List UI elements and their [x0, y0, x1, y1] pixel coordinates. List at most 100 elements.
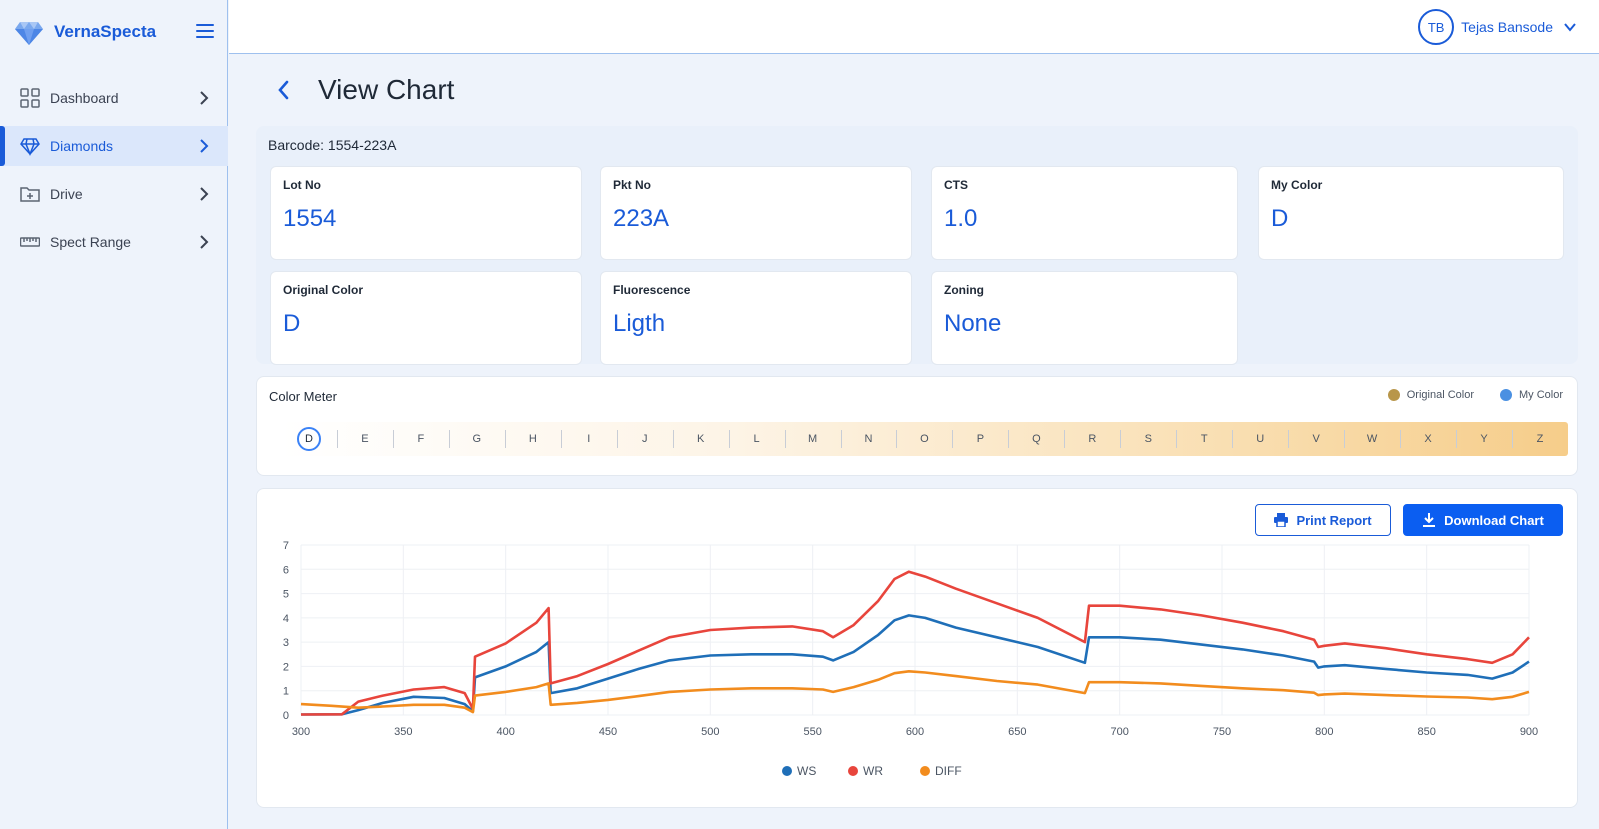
diamond-icon: [20, 136, 40, 156]
print-report-label: Print Report: [1296, 512, 1372, 528]
fluorescence-card: Fluorescence Ligth: [600, 271, 912, 365]
x-tick-label: 700: [1110, 726, 1128, 738]
card-value: 223A: [613, 205, 670, 232]
x-tick-label: 850: [1417, 726, 1435, 738]
card-label: My Color: [1271, 178, 1323, 192]
original-color-card: Original Color D: [270, 271, 582, 365]
x-tick-label: 400: [496, 726, 514, 738]
cts-card: CTS 1.0: [931, 166, 1238, 260]
grade-o: O: [896, 422, 952, 456]
sidebar-item-label: Diamonds: [50, 138, 114, 154]
grade-label: Q: [1032, 433, 1041, 445]
grade-d: D: [281, 422, 337, 456]
x-tick-label: 350: [394, 726, 412, 738]
card-value: Ligth: [613, 310, 666, 337]
card-value: 1554: [283, 205, 337, 232]
grade-label: V: [1312, 433, 1320, 445]
zoning-card: Zoning None: [931, 271, 1238, 365]
back-arrow-icon[interactable]: [272, 78, 296, 102]
x-tick-label: 900: [1520, 726, 1538, 738]
page-title: View Chart: [318, 74, 455, 105]
grade-label: X: [1424, 433, 1432, 445]
legend-dot: [1387, 389, 1400, 401]
sidebar-item-label: Spect Range: [50, 234, 131, 250]
grade-label: I: [587, 433, 591, 445]
chevron-down-icon: [1564, 23, 1576, 32]
ruler-icon: [20, 232, 40, 252]
color-meter: Color Meter Original Color My Color D E F G…: [256, 376, 1578, 476]
legend-label: My Color: [1518, 389, 1563, 401]
color-meter-title: Color Meter: [269, 389, 337, 404]
top-bar: TB Tejas Bansode: [229, 0, 1599, 54]
my-color-card: My Color D: [1258, 166, 1564, 260]
x-tick-label: 750: [1213, 726, 1231, 738]
chart-panel: Print Report Download Chart 0 1 2 3 4 5 6 7 300 3…: [256, 488, 1578, 808]
user-menu[interactable]: TB Tejas Bansode: [1418, 9, 1577, 45]
print-report-button[interactable]: Print Report: [1255, 504, 1391, 536]
grade-l: L: [728, 422, 785, 456]
brand-name: VernaSpecta: [54, 22, 157, 41]
chevron-right-icon: [200, 139, 209, 153]
card-value: D: [283, 310, 301, 337]
chevron-right-icon: [200, 235, 209, 249]
sidebar-item-drive[interactable]: Drive: [0, 174, 228, 214]
card-value: D: [1271, 205, 1289, 232]
folder-plus-icon: [20, 184, 40, 204]
grade-m: M: [784, 422, 841, 456]
y-tick-label: 3: [283, 637, 289, 649]
avatar: TB: [1418, 9, 1455, 45]
sidebar-item-diamonds[interactable]: Diamonds: [0, 126, 228, 166]
legend-label-wr: WR: [863, 764, 883, 778]
user-name: Tejas Bansode: [1461, 19, 1553, 35]
chevron-right-icon: [200, 91, 209, 105]
grade-v: V: [1288, 422, 1344, 456]
grade-r: R: [1064, 422, 1120, 456]
card-label: Lot No: [283, 178, 321, 192]
sidebar-item-spect-range[interactable]: Spect Range: [0, 222, 228, 262]
grade-label: L: [753, 433, 760, 445]
grade-label: W: [1366, 433, 1378, 445]
series-line-wr: [300, 570, 1530, 716]
legend-dot: [1499, 389, 1512, 401]
series-line-diff: [300, 670, 1530, 714]
x-tick-label: 300: [292, 726, 310, 738]
download-chart-button[interactable]: Download Chart: [1403, 504, 1563, 536]
grade-j: J: [616, 422, 673, 456]
grade-e: E: [336, 422, 393, 456]
x-tick-label: 800: [1315, 726, 1333, 738]
grade-label: O: [920, 433, 929, 445]
grade-t: T: [1176, 422, 1232, 456]
grade-h: H: [504, 422, 561, 456]
download-chart-label: Download Chart: [1444, 512, 1544, 528]
y-tick-label: 5: [283, 589, 289, 601]
lot-no-card: Lot No 1554: [270, 166, 582, 260]
grade-y: Y: [1456, 422, 1512, 456]
legend-label-ws: WS: [797, 764, 816, 778]
diamond-logo-icon: [15, 22, 43, 45]
grade-label: U: [1256, 433, 1265, 445]
spectrum-line-chart: 0 1 2 3 4 5 6 7 300 350 400 450 500 550 600 650 700 750 80…: [283, 540, 1538, 778]
grade-label: F: [417, 433, 425, 445]
grade-label: H: [528, 433, 537, 445]
y-tick-label: 7: [283, 540, 289, 552]
printer-icon: [1274, 513, 1289, 527]
card-label: Zoning: [944, 283, 984, 297]
grade-p: P: [952, 422, 1008, 456]
y-tick-label: 1: [283, 686, 289, 698]
legend-dot-wr: [848, 766, 858, 776]
grade-label: J: [641, 433, 648, 445]
menu-toggle-icon[interactable]: [196, 24, 214, 38]
grade-i: I: [560, 422, 617, 456]
legend-label: Original Color: [1406, 389, 1474, 401]
y-tick-label: 2: [283, 661, 289, 673]
brand[interactable]: VernaSpecta: [14, 14, 214, 50]
legend-dot-ws: [782, 766, 792, 776]
sidebar-item-dashboard[interactable]: Dashboard: [0, 78, 228, 118]
x-tick-label: 650: [1008, 726, 1026, 738]
x-tick-label: 600: [906, 726, 924, 738]
sidebar-item-label: Drive: [50, 186, 83, 202]
grid-icon: [20, 88, 40, 108]
grade-u: U: [1232, 422, 1288, 456]
grade-k: K: [672, 422, 729, 456]
grade-label: K: [696, 433, 705, 445]
